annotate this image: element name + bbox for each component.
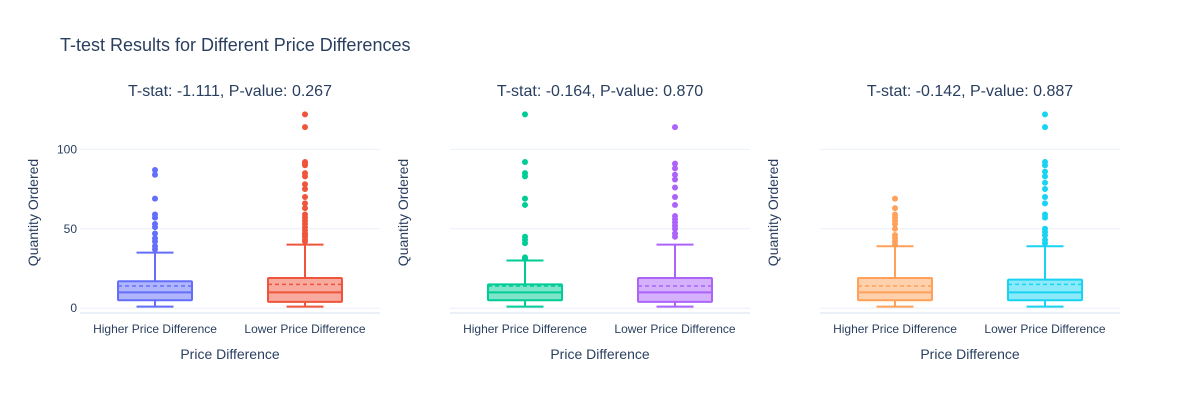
outlier-point xyxy=(672,160,678,167)
outlier-point xyxy=(672,171,678,178)
outlier-point xyxy=(302,111,308,118)
outlier-point xyxy=(1042,236,1048,243)
outlier-point xyxy=(152,171,158,178)
outlier-point xyxy=(152,243,158,250)
iqr-box xyxy=(1007,278,1083,302)
outlier-point xyxy=(522,201,528,208)
outlier-point xyxy=(302,170,308,177)
outlier-point xyxy=(152,211,158,218)
outlier-point xyxy=(302,205,308,212)
subplot-2: T-stat: -0.164, P-value: 0.870 Quantity O… xyxy=(395,83,750,362)
box-2: Lower Price Difference xyxy=(244,111,366,336)
outlier-point xyxy=(672,213,678,220)
outlier-point xyxy=(1042,111,1048,118)
outlier-point xyxy=(892,211,898,218)
outlier-point xyxy=(302,181,308,188)
outlier-point xyxy=(302,124,308,131)
outlier-point xyxy=(522,254,528,261)
outlier-point xyxy=(1042,225,1048,232)
outlier-point xyxy=(892,195,898,202)
outlier-point xyxy=(672,201,678,208)
outlier-point xyxy=(672,193,678,200)
outlier-point xyxy=(672,176,678,183)
subplot-3: T-stat: -0.142, P-value: 0.887 Quantity O… xyxy=(765,83,1120,362)
x-axis-title: Price Difference xyxy=(180,346,280,362)
outlier-point xyxy=(302,159,308,166)
outlier-point xyxy=(1042,159,1048,166)
iqr-box xyxy=(857,277,933,302)
y-axis-title: Quantity Ordered xyxy=(765,159,781,266)
outlier-point xyxy=(672,230,678,237)
outlier-point xyxy=(1042,173,1048,180)
y-tick-label: 0 xyxy=(70,301,77,315)
y-tick-label: 100 xyxy=(57,142,77,156)
subplot-title: T-stat: -0.142, P-value: 0.887 xyxy=(867,83,1073,100)
outlier-point xyxy=(672,184,678,191)
outlier-point xyxy=(672,124,678,131)
box-2: Lower Price Difference xyxy=(984,111,1106,336)
outlier-point xyxy=(1042,168,1048,175)
y-axis-title: Quantity Ordered xyxy=(25,159,41,266)
iqr-box xyxy=(267,277,343,303)
subplots: T-stat: -1.111, P-value: 0.267 0 50 100 Quan… xyxy=(25,83,1120,362)
iqr-box xyxy=(637,277,713,303)
chart-title: T-test Results for Different Price Diffe… xyxy=(60,35,410,55)
x-tick-label: Lower Price Difference xyxy=(244,322,365,336)
outlier-point xyxy=(1042,124,1048,131)
box-2: Lower Price Difference xyxy=(614,124,736,336)
outlier-point xyxy=(302,200,308,207)
y-axis-title: Quantity Ordered xyxy=(395,159,411,266)
outlier-point xyxy=(152,221,158,228)
outlier-point xyxy=(892,232,898,239)
outlier-point xyxy=(152,235,158,242)
outlier-point xyxy=(302,193,308,200)
outlier-point xyxy=(152,195,158,202)
outlier-point xyxy=(892,225,898,232)
x-axis-title: Price Difference xyxy=(550,346,650,362)
outlier-point xyxy=(152,166,158,173)
outlier-point xyxy=(302,211,308,218)
box-1: Higher Price Difference xyxy=(463,111,587,336)
x-tick-label: Lower Price Difference xyxy=(614,322,735,336)
outlier-point xyxy=(892,205,898,212)
subplot-title: T-stat: -1.111, P-value: 0.267 xyxy=(128,83,332,100)
iqr-box xyxy=(117,280,193,302)
outlier-point xyxy=(522,170,528,177)
x-tick-label: Higher Price Difference xyxy=(93,322,217,336)
subplot-title: T-stat: -0.164, P-value: 0.870 xyxy=(497,83,703,100)
outlier-point xyxy=(672,165,678,172)
box-1: Higher Price Difference xyxy=(93,166,217,336)
y-tick-label: 50 xyxy=(64,222,78,236)
subplot-1: T-stat: -1.111, P-value: 0.267 0 50 100 Quan… xyxy=(25,83,380,362)
outlier-point xyxy=(302,186,308,193)
outlier-point xyxy=(1042,179,1048,186)
x-tick-label: Lower Price Difference xyxy=(984,322,1105,336)
box-1: Higher Price Difference xyxy=(833,195,957,336)
outlier-point xyxy=(1042,200,1048,207)
x-tick-label: Higher Price Difference xyxy=(833,322,957,336)
x-tick-label: Higher Price Difference xyxy=(463,322,587,336)
outlier-point xyxy=(522,195,528,202)
outlier-point xyxy=(1042,211,1048,218)
x-axis-title: Price Difference xyxy=(920,346,1020,362)
outlier-point xyxy=(522,233,528,240)
outlier-point xyxy=(522,159,528,166)
outlier-point xyxy=(152,230,158,237)
outlier-point xyxy=(1042,193,1048,200)
outlier-point xyxy=(1042,186,1048,193)
outlier-point xyxy=(522,111,528,118)
